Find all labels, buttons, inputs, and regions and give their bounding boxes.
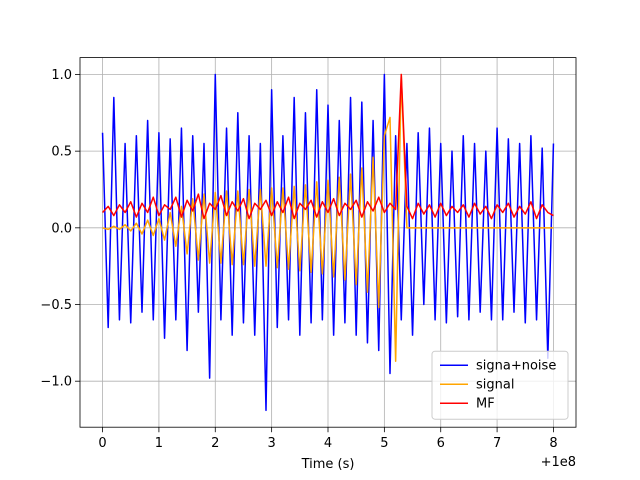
x-offset-label: +1e8: [541, 455, 576, 470]
plot-frame: [79, 57, 577, 428]
y-tick-label: −0.5: [40, 298, 72, 313]
series-line: [101, 73, 555, 412]
legend: signa+noise signal MF: [431, 350, 569, 420]
x-tick-label: 3: [267, 436, 275, 451]
x-tick-label: 7: [493, 436, 501, 451]
y-tick-label: 0.5: [51, 145, 72, 160]
x-tick-label: 4: [324, 436, 332, 451]
series-line: [102, 73, 554, 362]
x-tick-label: 2: [211, 436, 219, 451]
legend-box: [431, 350, 569, 420]
x-tick-label: 8: [549, 436, 557, 451]
y-tick-label: −1.0: [40, 375, 72, 390]
x-tick-label: 5: [380, 436, 388, 451]
series-line: [101, 73, 554, 220]
x-axis-label: Time (s): [301, 457, 355, 472]
x-tick-label: 1: [155, 436, 163, 451]
y-tick-label: 1.0: [51, 68, 72, 83]
legend-label: MF: [476, 397, 495, 412]
y-tick-label: 0.0: [51, 221, 72, 236]
legend-label: signa+noise: [476, 359, 556, 374]
legend-label: signal: [476, 378, 514, 393]
x-tick-label: 6: [437, 436, 445, 451]
x-tick-label: 0: [98, 436, 106, 451]
